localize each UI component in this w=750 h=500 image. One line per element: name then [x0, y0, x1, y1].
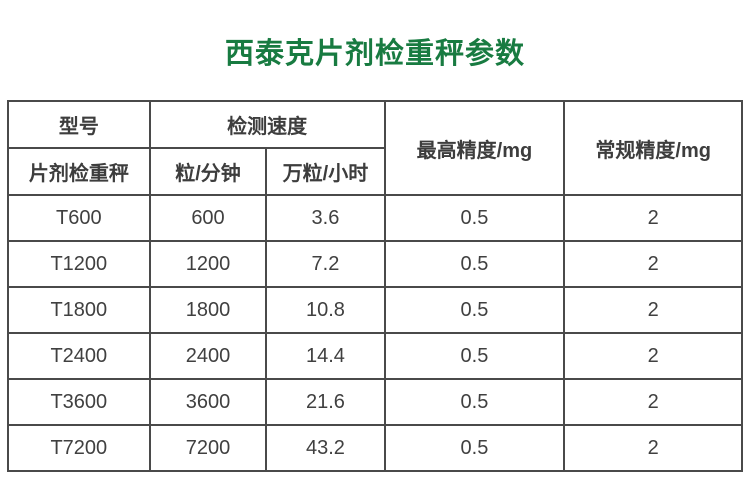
cell-max-precision: 0.5	[383, 240, 566, 288]
spec-table-header: 型号 检测速度 最高精度/mg 常规精度/mg 片剂检重秤 粒/分钟 万粒/小时	[7, 100, 743, 196]
table-row: T600 600 3.6 0.5 2	[7, 194, 743, 242]
cell-wan-per-hour: 10.8	[265, 286, 386, 334]
cell-max-precision: 0.5	[383, 378, 566, 426]
cell-max-precision: 0.5	[383, 194, 566, 242]
header-row-1: 型号 检测速度 最高精度/mg 常规精度/mg	[7, 100, 743, 196]
header-speed-group: 检测速度	[148, 100, 386, 149]
table-row: T2400 2400 14.4 0.5 2	[7, 332, 743, 380]
spec-table-body: T600 600 3.6 0.5 2 T1200 1200 7.2 0.5 2 …	[7, 194, 743, 472]
cell-max-precision: 0.5	[383, 332, 566, 380]
cell-per-min: 1200	[148, 240, 268, 288]
cell-model: T1200	[7, 240, 151, 288]
cell-per-min: 3600	[148, 378, 268, 426]
cell-wan-per-hour: 21.6	[265, 378, 386, 426]
cell-wan-per-hour: 7.2	[265, 240, 386, 288]
header-model-sub: 片剂检重秤	[7, 147, 151, 196]
spec-table: 型号 检测速度 最高精度/mg 常规精度/mg 片剂检重秤 粒/分钟 万粒/小时…	[7, 100, 743, 472]
header-max-precision: 最高精度/mg	[383, 100, 566, 196]
cell-wan-per-hour: 3.6	[265, 194, 386, 242]
cell-model: T2400	[7, 332, 151, 380]
table-row: T1200 1200 7.2 0.5 2	[7, 240, 743, 288]
cell-model: T7200	[7, 424, 151, 472]
cell-normal-precision: 2	[563, 240, 743, 288]
cell-per-min: 1800	[148, 286, 268, 334]
header-speed-per-min: 粒/分钟	[148, 147, 268, 196]
cell-model: T600	[7, 194, 151, 242]
header-normal-precision: 常规精度/mg	[563, 100, 743, 196]
cell-max-precision: 0.5	[383, 286, 566, 334]
header-speed-wan-per-hour: 万粒/小时	[265, 147, 386, 196]
cell-wan-per-hour: 14.4	[265, 332, 386, 380]
cell-normal-precision: 2	[563, 332, 743, 380]
cell-normal-precision: 2	[563, 378, 743, 426]
cell-per-min: 600	[148, 194, 268, 242]
cell-max-precision: 0.5	[383, 424, 566, 472]
cell-per-min: 2400	[148, 332, 268, 380]
cell-model: T1800	[7, 286, 151, 334]
page-title: 西泰克片剂检重秤参数	[224, 38, 525, 70]
cell-per-min: 7200	[148, 424, 268, 472]
cell-normal-precision: 2	[563, 424, 743, 472]
cell-wan-per-hour: 43.2	[265, 424, 386, 472]
table-row: T1800 1800 10.8 0.5 2	[7, 286, 743, 334]
cell-normal-precision: 2	[563, 194, 743, 242]
header-model-group: 型号	[7, 100, 151, 149]
table-row: T3600 3600 21.6 0.5 2	[7, 378, 743, 426]
cell-normal-precision: 2	[563, 286, 743, 334]
cell-model: T3600	[7, 378, 151, 426]
header-row-2: 片剂检重秤 粒/分钟 万粒/小时	[7, 147, 742, 196]
table-row: T7200 7200 43.2 0.5 2	[7, 424, 743, 472]
